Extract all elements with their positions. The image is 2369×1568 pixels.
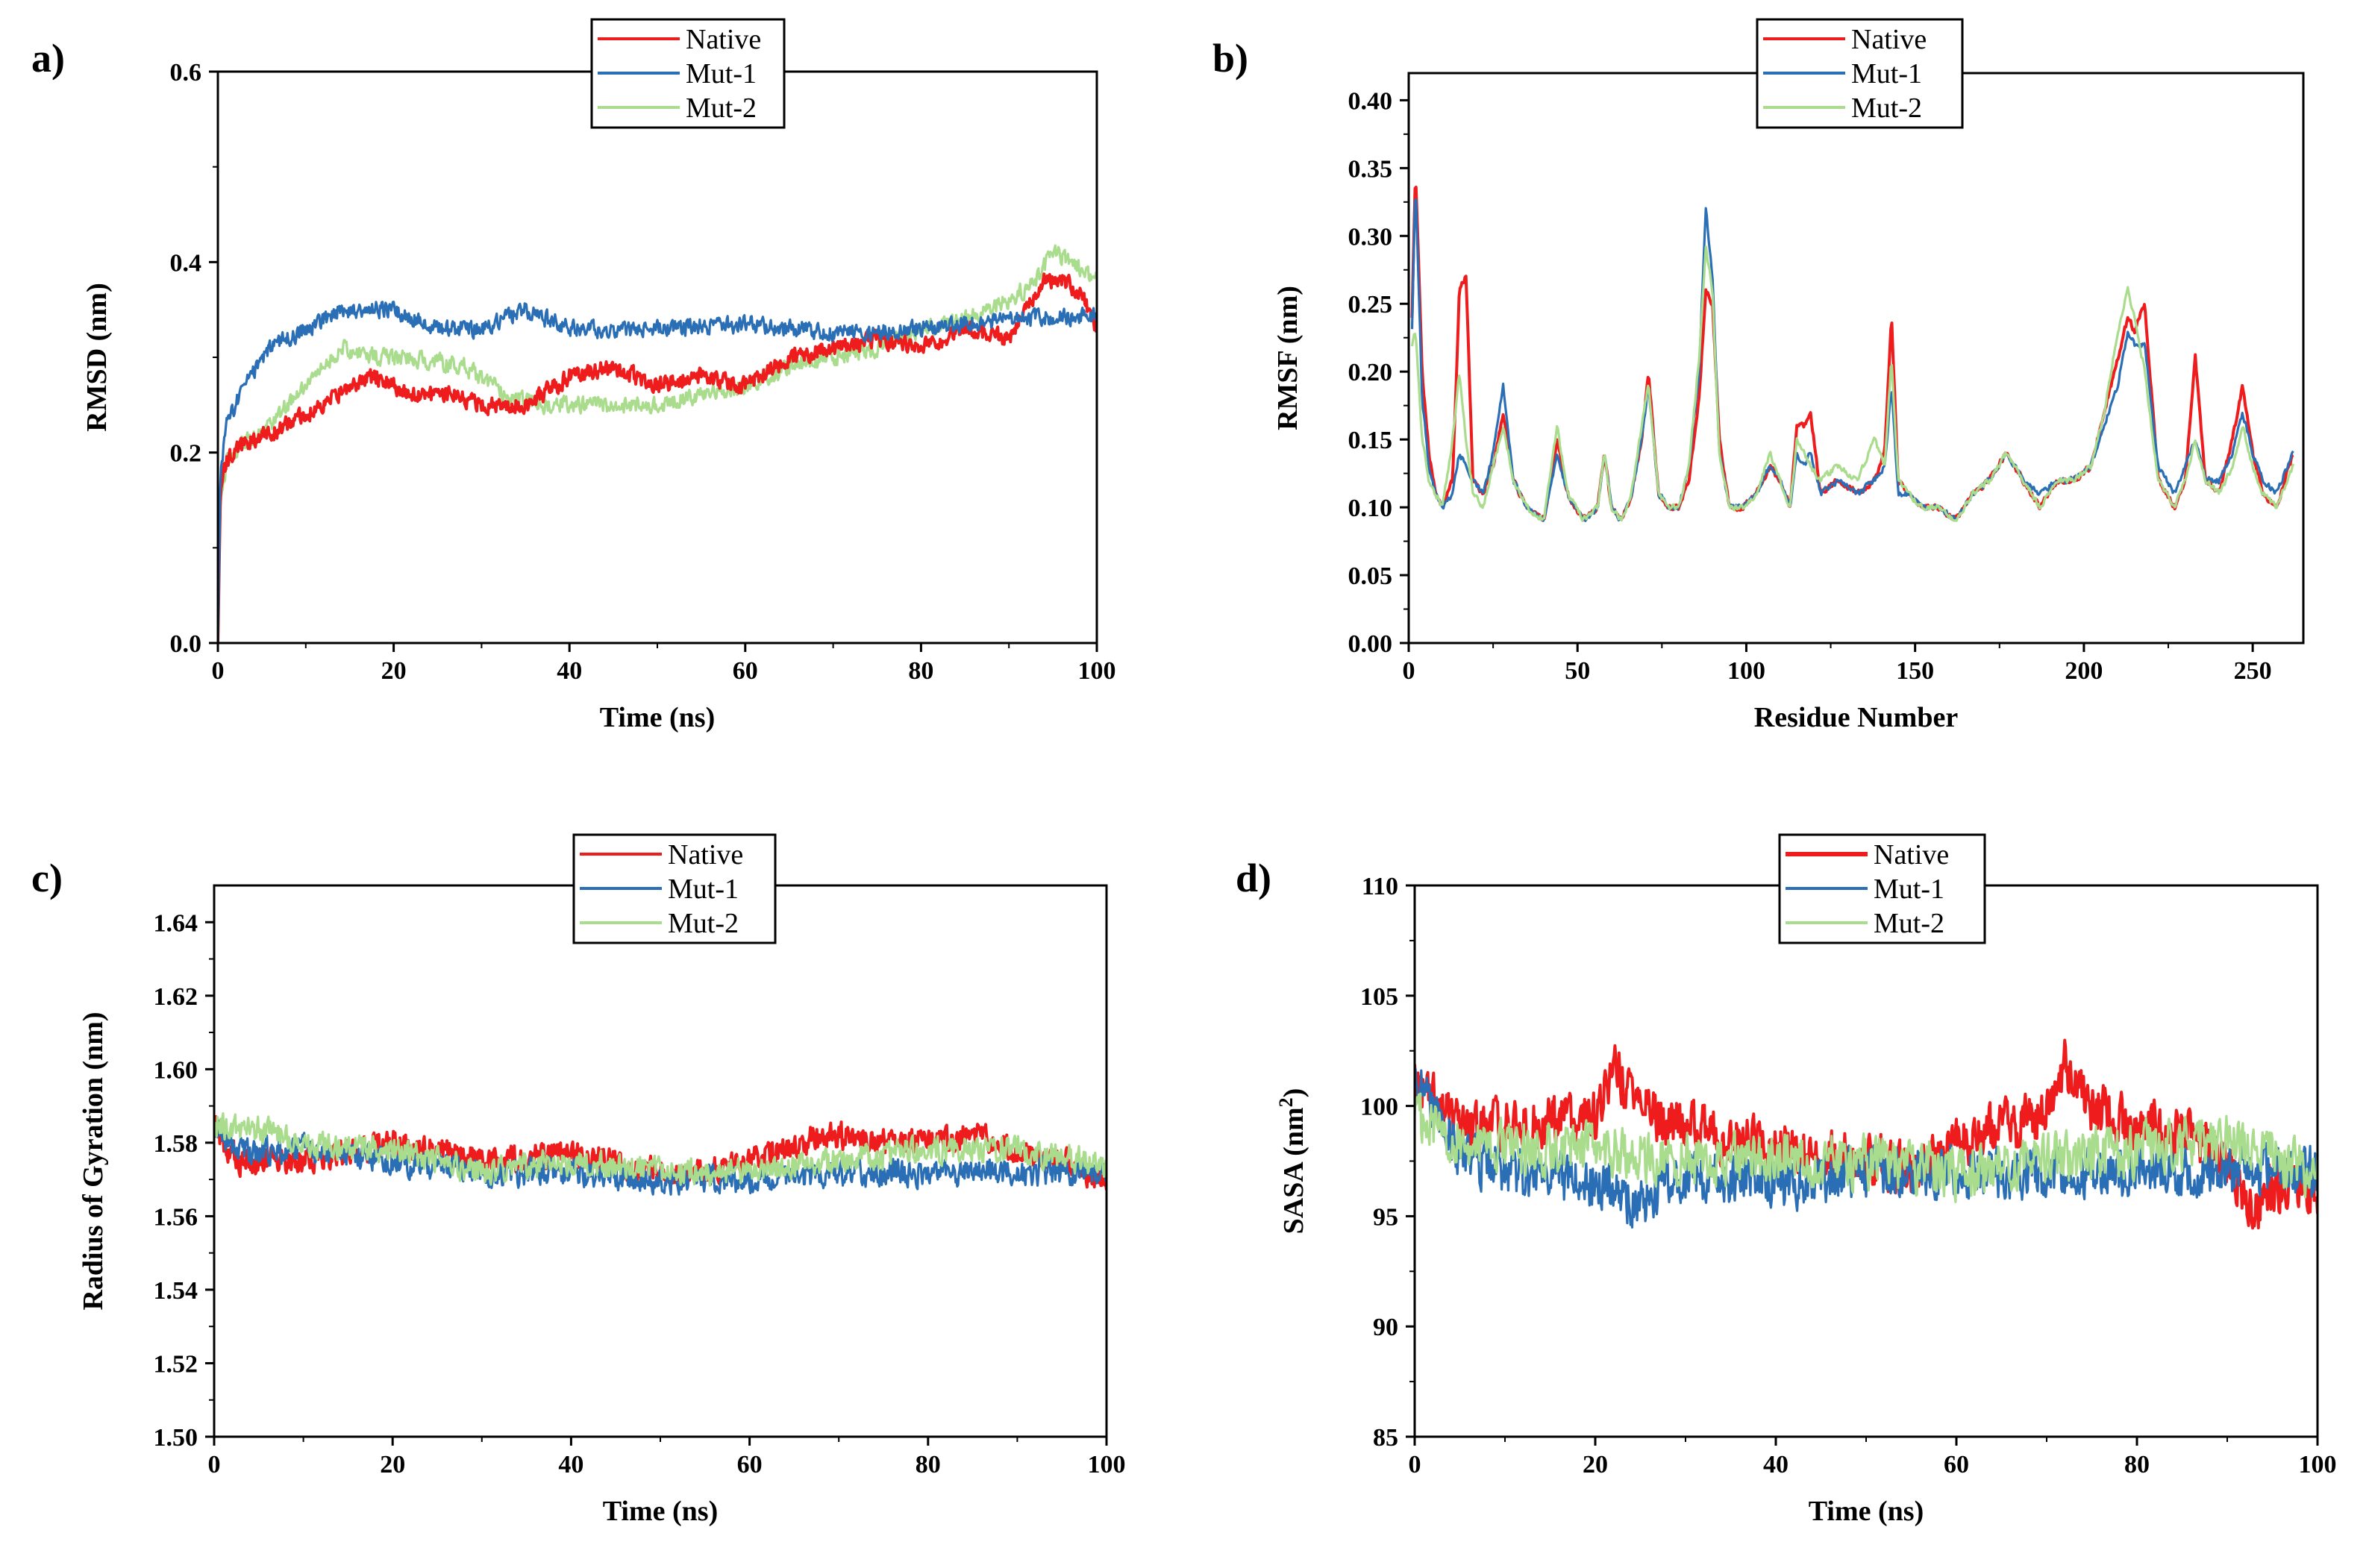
- x-tick-label: 100: [1088, 1451, 1126, 1478]
- chart-panel-1: 0 20 40 60 80 100 0.0 0.2 0.4 0.6 Time (ns) RMSD (n…: [31, 18, 1116, 733]
- y-tick-label: 0.4: [170, 249, 202, 277]
- y-tick-label: 0.15: [1348, 427, 1393, 454]
- legend-label-native: Native: [1874, 839, 1949, 871]
- x-tick-label: 20: [381, 657, 407, 685]
- plot-frame: [1407, 72, 2305, 645]
- x-axis-label: Time (ns): [1809, 1496, 1924, 1527]
- legend-label-native: Native: [1851, 24, 1927, 55]
- series-line-mut-1: [214, 1119, 1107, 1196]
- y-axis-label: Radius of Gyration (nm): [78, 1012, 109, 1310]
- series-line-mut-2: [218, 244, 1097, 643]
- x-tick-label: 50: [1565, 657, 1590, 685]
- y-tick-label: 1.64: [154, 909, 198, 937]
- legend-label-native: Native: [668, 839, 743, 871]
- panel-label: b): [1212, 36, 1248, 81]
- x-tick-label: 200: [2065, 657, 2103, 685]
- y-tick-label: 0.35: [1348, 155, 1393, 183]
- x-tick-label: 80: [908, 657, 933, 685]
- y-tick-label: 90: [1373, 1314, 1398, 1341]
- x-tick-label: 150: [1896, 657, 1934, 685]
- y-tick-label: 1.50: [154, 1424, 198, 1452]
- y-tick-label: 1.52: [154, 1350, 198, 1378]
- series-line-mut-1: [1415, 1067, 2318, 1229]
- y-axis-label: RMSD (nm): [81, 283, 113, 431]
- x-tick-label: 100: [1727, 657, 1765, 685]
- x-tick-label: 100: [1078, 657, 1116, 685]
- legend-label-mut-1: Mut-1: [1874, 874, 1944, 905]
- x-tick-label: 60: [737, 1451, 763, 1478]
- legend-label-mut-1: Mut-1: [668, 874, 739, 905]
- y-tick-label: 1.62: [154, 983, 198, 1011]
- series-group: [218, 244, 1097, 643]
- y-tick-label: 1.54: [154, 1277, 198, 1305]
- x-tick-label: 80: [2124, 1451, 2150, 1478]
- x-tick-label: 20: [380, 1451, 405, 1478]
- legend-label-mut-1: Mut-1: [686, 58, 757, 90]
- x-tick-label: 40: [1763, 1451, 1789, 1478]
- x-axis-label: Time (ns): [600, 702, 715, 733]
- y-tick-label: 0.20: [1348, 359, 1393, 386]
- y-tick-label: 1.56: [154, 1203, 198, 1231]
- x-tick-label: 40: [558, 1451, 583, 1478]
- series-line-mut-2: [1410, 245, 2294, 522]
- y-tick-label: 0.30: [1348, 223, 1393, 251]
- y-tick-label: 110: [1362, 873, 1398, 900]
- legend-label-mut-1: Mut-1: [1851, 58, 1922, 90]
- x-tick-label: 60: [733, 657, 758, 685]
- legend-label-mut-2: Mut-2: [1851, 92, 1922, 124]
- y-axis-label: SASA (nm2): [1275, 1088, 1309, 1235]
- y-tick-label: 0.05: [1348, 562, 1393, 590]
- y-tick-label: 1.58: [154, 1130, 198, 1158]
- chart-panel-2: 0 50 100 150 200 250 0.00 0.05 0.10 0.15 0.20 0.25 0…: [1212, 18, 2305, 733]
- x-tick-label: 100: [2299, 1451, 2337, 1478]
- y-tick-label: 0.6: [170, 59, 202, 87]
- x-tick-label: 0: [1403, 657, 1415, 685]
- series-line-mut-2: [1415, 1092, 2318, 1203]
- legend-label-mut-2: Mut-2: [1874, 908, 1944, 939]
- series-line-mut-2: [214, 1111, 1107, 1187]
- x-tick-label: 80: [916, 1451, 941, 1478]
- y-tick-label: 95: [1373, 1203, 1398, 1231]
- x-tick-label: 250: [2234, 657, 2272, 685]
- series-line-native: [1410, 185, 2294, 522]
- series-group: [1410, 185, 2294, 522]
- panel-label: a): [31, 36, 65, 81]
- series-line-mut-1: [1410, 198, 2294, 522]
- x-axis-label: Time (ns): [603, 1496, 718, 1527]
- y-axis-label: RMSF (nm): [1272, 286, 1304, 430]
- y-tick-label: 0.0: [170, 630, 202, 658]
- chart-panel-3: 0 20 40 60 80 100 1.50 1.52 1.54 1.56 1.58 1.60 1.62…: [31, 833, 1126, 1527]
- x-tick-label: 0: [212, 657, 225, 685]
- y-tick-label: 0.40: [1348, 87, 1393, 115]
- legend-label-native: Native: [686, 24, 761, 55]
- y-tick-label: 0.10: [1348, 495, 1393, 522]
- panel-label: d): [1236, 856, 1271, 900]
- series-line-native: [218, 272, 1097, 643]
- x-axis-label: Residue Number: [1754, 702, 1959, 733]
- x-tick-label: 0: [208, 1451, 221, 1478]
- y-tick-label: 0.00: [1348, 630, 1393, 658]
- y-tick-label: 0.2: [170, 440, 202, 468]
- chart-panel-4: 0 20 40 60 80 100 85 90 95 100 105 110 Time (ns) SASA…: [1236, 833, 2337, 1527]
- legend-label-mut-2: Mut-2: [668, 908, 739, 939]
- series-group: [214, 1111, 1107, 1196]
- y-tick-label: 1.60: [154, 1056, 198, 1084]
- y-tick-label: 85: [1373, 1424, 1398, 1452]
- x-tick-label: 0: [1409, 1451, 1421, 1478]
- y-tick-label: 0.25: [1348, 291, 1393, 319]
- x-tick-label: 60: [1944, 1451, 1969, 1478]
- series-line-mut-1: [218, 301, 1097, 643]
- series-group: [1415, 1038, 2318, 1230]
- x-tick-label: 20: [1583, 1451, 1608, 1478]
- legend-label-mut-2: Mut-2: [686, 92, 757, 124]
- panel-label: c): [31, 856, 63, 900]
- y-tick-label: 100: [1360, 1094, 1398, 1121]
- y-tick-label: 105: [1360, 983, 1398, 1011]
- x-tick-label: 40: [557, 657, 582, 685]
